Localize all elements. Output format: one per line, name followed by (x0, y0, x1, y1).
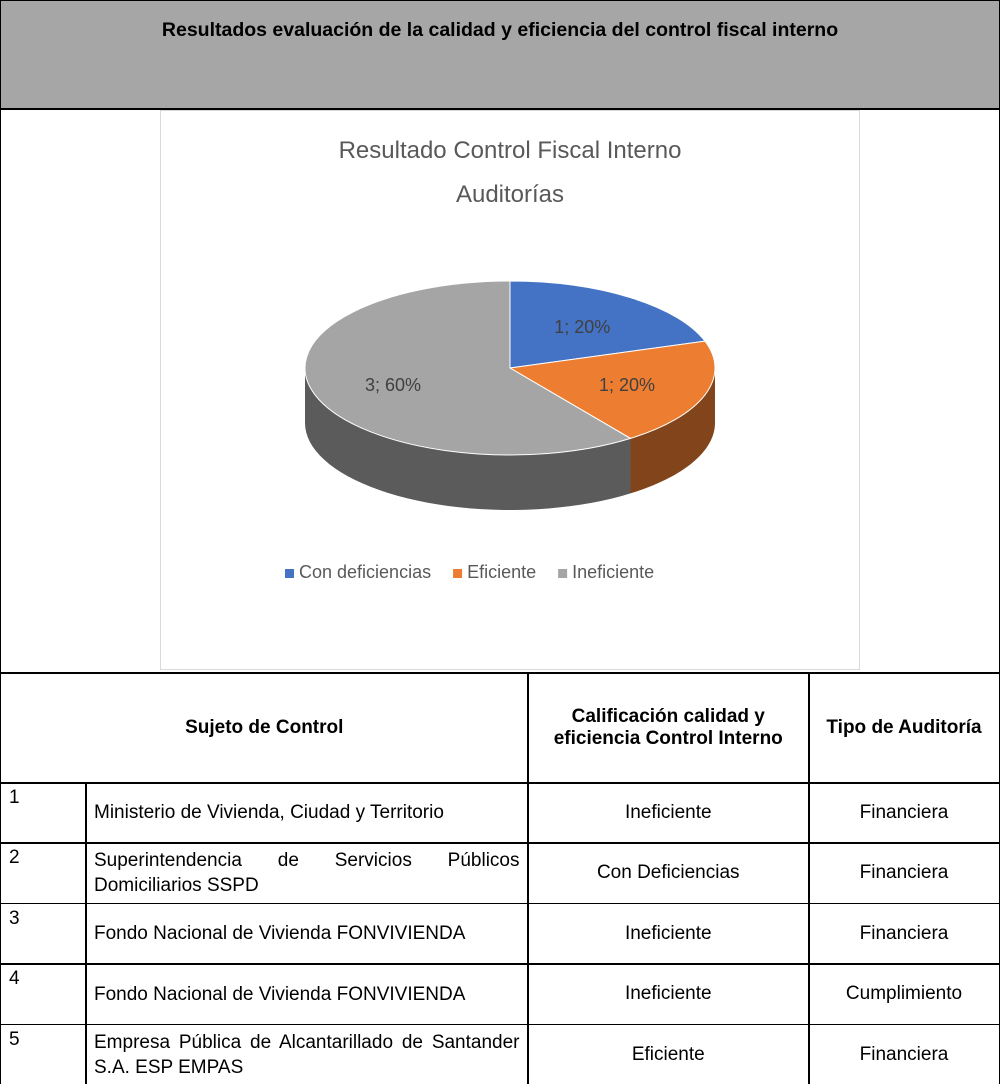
row-type: Cumplimiento (808, 963, 1000, 1026)
row-name: Superintendencia de Servicios Públicos D… (85, 842, 529, 905)
chart-title: Resultado Control Fiscal Interno (339, 137, 682, 164)
row-type: Financiera (808, 842, 1000, 905)
row-rating: Ineficiente (527, 963, 810, 1026)
row-name: Ministerio de Vivienda, Ciudad y Territo… (85, 782, 529, 844)
data-label: 1; 20% (554, 317, 610, 337)
row-number: 4 (0, 963, 87, 1026)
row-rating: Eficiente (527, 1023, 810, 1084)
row-name: Fondo Nacional de Vivienda FONVIVIENDA (85, 963, 529, 1026)
legend-swatch (453, 569, 463, 578)
chart-title: Auditorías (456, 181, 564, 208)
data-label: 3; 60% (365, 375, 421, 395)
table-header: Sujeto de Control (0, 672, 529, 784)
data-label: 1; 20% (599, 375, 655, 395)
legend-swatch (285, 569, 294, 578)
pie-slice (509, 280, 706, 369)
row-name: Fondo Nacional de Vivienda FONVIVIENDA (85, 902, 529, 965)
row-number: 1 (0, 782, 87, 844)
legend-label: Ineficiente (572, 562, 654, 582)
pie-slice (508, 340, 716, 439)
pie-side (305, 368, 631, 510)
row-number: 2 (0, 842, 87, 905)
row-rating: Con Deficiencias (527, 842, 810, 905)
pie-slice (304, 280, 632, 456)
row-type: Financiera (808, 902, 1000, 965)
legend-label: Con deficiencias (299, 562, 431, 582)
legend-label: Eficiente (467, 562, 536, 582)
row-rating: Ineficiente (527, 782, 810, 844)
row-rating: Ineficiente (527, 902, 810, 965)
row-type: Financiera (808, 782, 1000, 844)
pie-side (630, 368, 715, 494)
row-type: Financiera (808, 1023, 1000, 1084)
row-number: 3 (0, 902, 87, 965)
chart: Resultado Control Fiscal Interno Auditorí… (160, 110, 860, 670)
row-name: Empresa Pública de Alcantarillado de San… (85, 1023, 529, 1084)
table-header: Calificación calidad y eficiencia Contro… (527, 672, 810, 784)
table-header: Tipo de Auditoría (808, 672, 1000, 784)
chart-frame (160, 110, 860, 670)
row-number: 5 (0, 1023, 87, 1084)
header-title: Resultados evaluación de la calidad y ef… (0, 0, 1000, 110)
legend-swatch (558, 569, 568, 578)
